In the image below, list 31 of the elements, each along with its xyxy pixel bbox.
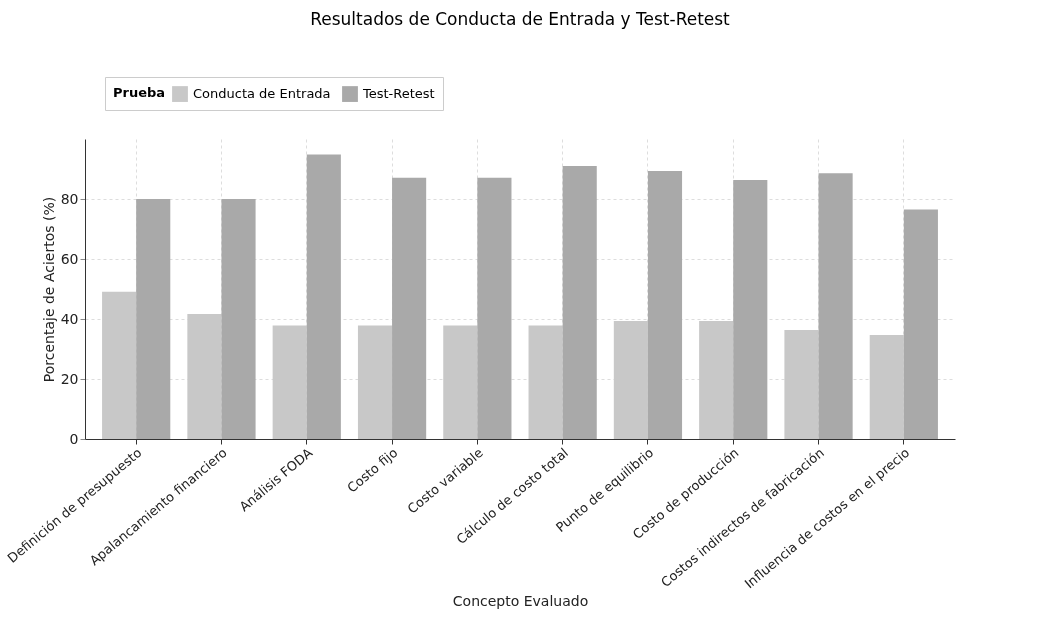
bar (187, 313, 222, 439)
y-tick-label: 40 (60, 310, 79, 327)
bar (562, 166, 597, 439)
bar (136, 199, 171, 439)
legend-label: Test-Retest (362, 86, 435, 102)
chart-title: Resultados de Conducta de Entrada y Test-Retest (310, 8, 731, 29)
bar (477, 177, 512, 439)
bar (272, 325, 307, 439)
x-axis-title: Concepto Evaluado (452, 593, 589, 610)
y-axis-title: Porcentaje de Aciertos (%) (40, 196, 57, 383)
bar (221, 199, 256, 439)
y-tick-label: 60 (60, 250, 79, 267)
y-tick-label: 80 (60, 190, 79, 207)
y-tick-label: 20 (60, 370, 79, 387)
bar (733, 180, 768, 439)
legend-title: Prueba (113, 85, 166, 100)
bar (392, 177, 427, 439)
bar (357, 325, 393, 439)
bar (647, 171, 683, 439)
bar (818, 173, 853, 439)
bar (613, 321, 648, 439)
bar (443, 325, 478, 439)
y-tick-label: 0 (69, 430, 79, 447)
bar (869, 334, 904, 439)
bar (699, 321, 734, 439)
bar (306, 154, 341, 439)
bar (102, 291, 137, 439)
legend-label: Conducta de Entrada (193, 86, 331, 102)
bar (784, 330, 819, 439)
bar (528, 325, 563, 439)
bar (903, 209, 938, 439)
